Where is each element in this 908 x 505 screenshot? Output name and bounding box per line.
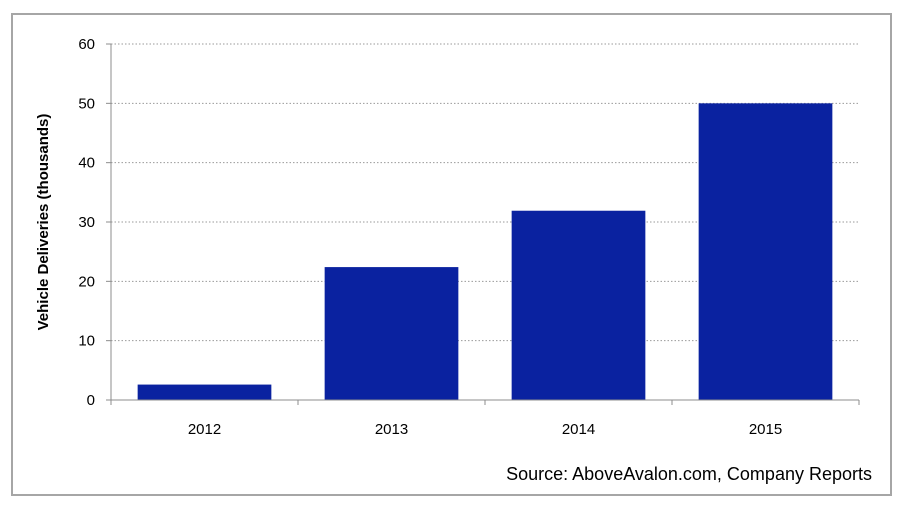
y-tick-label: 0 (87, 392, 95, 409)
bars (137, 103, 833, 400)
bar-2013 (324, 267, 459, 400)
y-tick-label: 20 (78, 273, 95, 290)
y-tick-label: 40 (78, 155, 95, 172)
x-tick-label: 2014 (562, 421, 595, 438)
x-tick-label: 2015 (749, 421, 782, 438)
x-tick-labels: 2012 2013 2014 2015 (110, 400, 860, 438)
bar-2014 (511, 210, 646, 400)
y-tick-label: 60 (78, 36, 95, 53)
y-tick-label: 50 (78, 95, 95, 112)
y-tick-label: 30 (78, 214, 95, 231)
y-tick-labels: 0 10 20 30 40 50 60 (78, 36, 111, 409)
y-axis-label: Vehicle Deliveries (thousands) (35, 114, 52, 331)
source-note: Source: AboveAvalon.com, Company Reports (506, 464, 872, 484)
y-tick-label: 10 (78, 333, 95, 350)
bar-2012 (137, 384, 272, 400)
bar-2015 (698, 103, 833, 400)
x-tick-label: 2012 (188, 421, 221, 438)
x-tick-label: 2013 (375, 421, 408, 438)
